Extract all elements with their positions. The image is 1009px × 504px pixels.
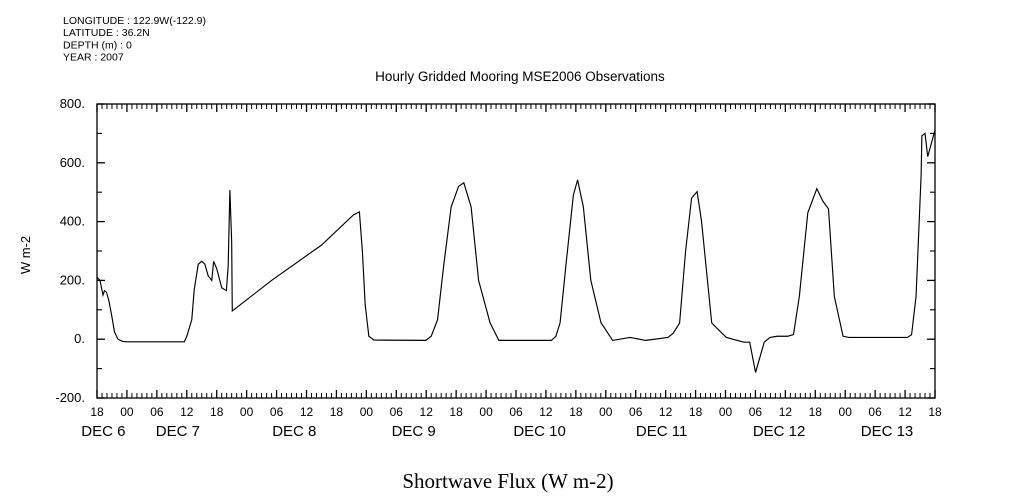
svg-text:18: 18 [569, 405, 583, 419]
svg-text:800.: 800. [60, 96, 85, 111]
svg-text:400.: 400. [60, 214, 85, 229]
svg-text:Shortwave Flux (W m-2): Shortwave Flux (W m-2) [402, 469, 613, 493]
svg-text:200.: 200. [60, 272, 85, 287]
svg-text:00: 00 [360, 405, 374, 419]
svg-text:00: 00 [479, 405, 493, 419]
svg-text:06: 06 [749, 405, 763, 419]
svg-text:00: 00 [599, 405, 613, 419]
svg-text:LONGITUDE : 122.9W(-122.9): LONGITUDE : 122.9W(-122.9) [63, 15, 206, 27]
svg-text:00: 00 [719, 405, 733, 419]
svg-text:06: 06 [629, 405, 643, 419]
svg-text:W m-2: W m-2 [18, 236, 33, 274]
svg-text:12: 12 [180, 405, 194, 419]
svg-text:DEC 8: DEC 8 [272, 423, 316, 440]
svg-text:18: 18 [330, 405, 344, 419]
svg-text:DEC 11: DEC 11 [636, 423, 687, 440]
svg-text:00: 00 [839, 405, 853, 419]
svg-text:00: 00 [120, 405, 134, 419]
svg-text:DEC 13: DEC 13 [861, 423, 914, 440]
svg-text:18: 18 [90, 405, 104, 419]
svg-text:-200.: -200. [55, 390, 85, 405]
svg-text:18: 18 [689, 405, 703, 419]
svg-text:00: 00 [240, 405, 254, 419]
svg-text:18: 18 [928, 405, 942, 419]
svg-text:06: 06 [509, 405, 523, 419]
svg-text:Hourly Gridded Mooring MSE2006: Hourly Gridded Mooring MSE2006 Observati… [375, 69, 665, 84]
svg-text:DEC 12: DEC 12 [753, 423, 806, 440]
svg-text:DEC 6: DEC 6 [81, 423, 125, 440]
svg-text:12: 12 [898, 405, 912, 419]
svg-text:18: 18 [449, 405, 463, 419]
svg-text:06: 06 [270, 405, 284, 419]
svg-text:DEC 7: DEC 7 [156, 423, 200, 440]
svg-text:18: 18 [210, 405, 224, 419]
svg-text:DEC 10: DEC 10 [513, 423, 566, 440]
svg-text:12: 12 [539, 405, 553, 419]
svg-text:12: 12 [779, 405, 793, 419]
svg-text:12: 12 [659, 405, 673, 419]
svg-text:LATITUDE : 36.2N: LATITUDE : 36.2N [63, 27, 150, 39]
svg-text:12: 12 [300, 405, 314, 419]
svg-text:06: 06 [390, 405, 404, 419]
svg-text:18: 18 [809, 405, 823, 419]
svg-text:06: 06 [868, 405, 882, 419]
svg-text:DEC 9: DEC 9 [392, 423, 436, 440]
svg-text:DEPTH (m) : 0: DEPTH (m) : 0 [63, 39, 132, 51]
svg-text:06: 06 [150, 405, 164, 419]
svg-text:600.: 600. [60, 155, 85, 170]
svg-text:0.: 0. [74, 331, 85, 346]
svg-text:YEAR : 2007: YEAR : 2007 [63, 52, 124, 64]
svg-text:12: 12 [420, 405, 434, 419]
